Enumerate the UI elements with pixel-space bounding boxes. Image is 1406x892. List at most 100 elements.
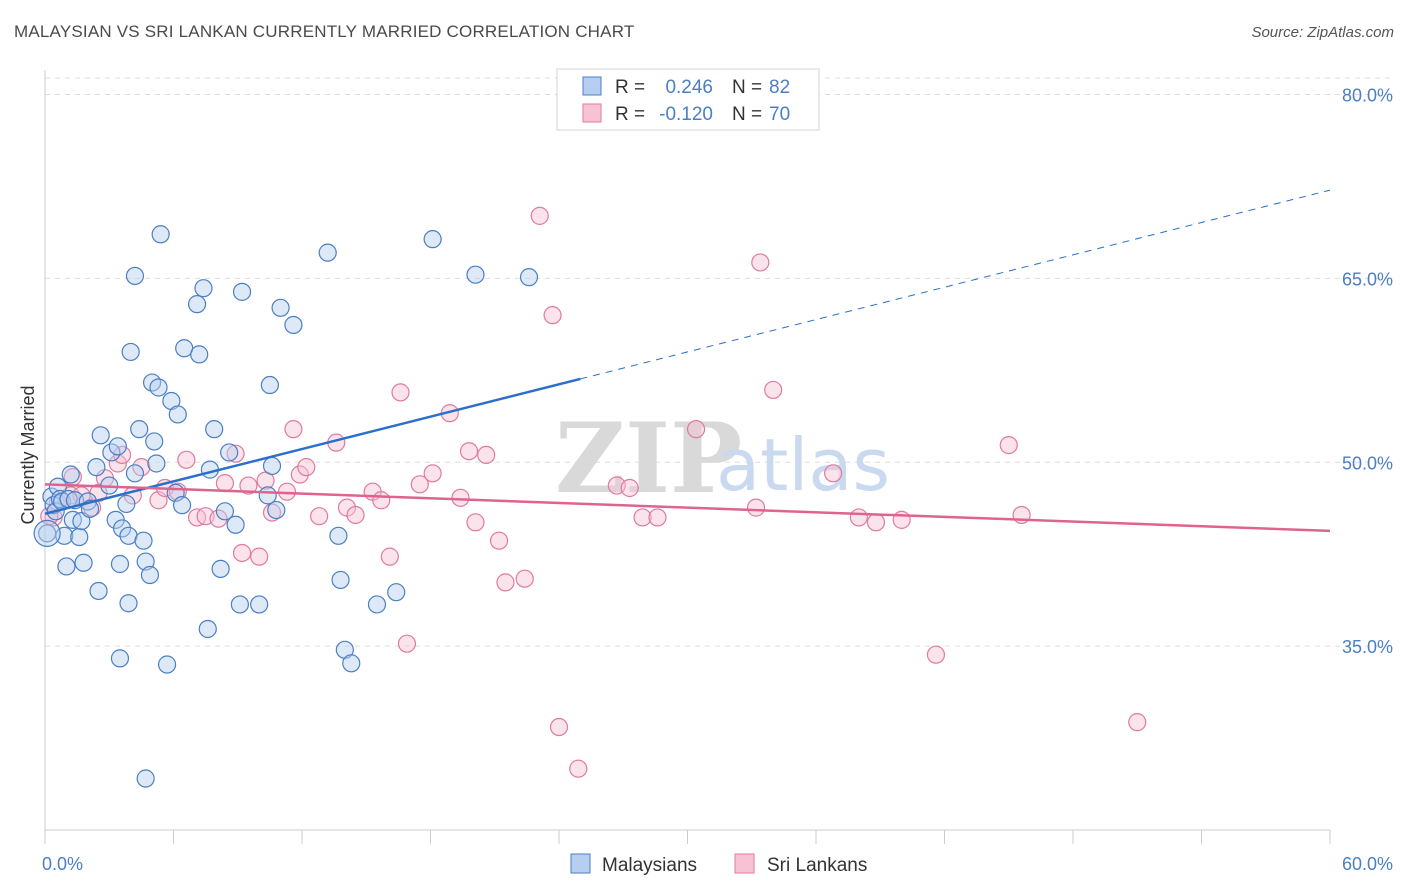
sri-lankans-point-44 [466, 513, 485, 532]
sri-lankans-point-58 [746, 498, 766, 517]
sri-lankans-point-36 [380, 547, 399, 566]
sri-lankans-point-27 [284, 420, 303, 439]
watermark: ZIP atlas [555, 402, 890, 515]
sri-lankans-point-28 [290, 465, 309, 484]
sri-lankans-point-48 [515, 569, 534, 588]
malaysians-point-55 [205, 420, 224, 439]
malaysians-point-69 [318, 243, 337, 262]
sri-lankans-point-37 [391, 383, 410, 402]
malaysians-point-70 [329, 526, 348, 545]
malaysians-point-52 [194, 279, 213, 298]
sri-lankans-point-42 [451, 488, 470, 507]
sri-lankans-point-15 [177, 450, 196, 469]
malaysians-point-36 [136, 552, 155, 571]
malaysians-point-71 [331, 570, 350, 590]
malaysians-point-47 [168, 405, 187, 424]
malaysians-point-28 [117, 494, 136, 514]
sri-lankans-points [40, 206, 1147, 778]
chart-title: MALAYSIAN VS SRI LANKAN CURRENTLY MARRIE… [14, 22, 635, 41]
sri-lankans-point-38 [397, 634, 417, 653]
sri-lankans-point-29 [297, 458, 316, 477]
sri-lankans-point-19 [215, 473, 234, 493]
malaysians-point-50 [187, 295, 207, 314]
malaysians-point-61 [232, 282, 252, 301]
malaysians-regression-extension [580, 189, 1331, 380]
y-tick-label-2: 65.0% [1342, 269, 1393, 289]
malaysians-point-41 [147, 454, 166, 473]
sri-lankans-point-61 [824, 464, 843, 483]
sri-lankans-point-65 [926, 645, 946, 664]
malaysians-point-59 [226, 515, 245, 534]
sri-lankans-point-9 [112, 445, 132, 465]
malaysians-point-13 [70, 527, 89, 547]
y-tick-label-3: 80.0% [1342, 86, 1393, 106]
sri-lankans-point-35 [372, 491, 391, 510]
malaysians-points [33, 225, 539, 788]
watermark-zip: ZIP [555, 402, 742, 515]
malaysians-point-60 [230, 595, 249, 614]
sri-lankans-point-30 [310, 507, 329, 526]
series-legend-swatch-1 [734, 853, 755, 874]
malaysians-point-78 [519, 268, 539, 287]
malaysians-point-65 [262, 456, 282, 476]
sri-lankans-point-60 [764, 380, 783, 400]
stats-legend-r-value-0: 0.246 [665, 77, 713, 98]
y-tick-label-1: 50.0% [1342, 453, 1393, 473]
sri-lankans-point-23 [250, 547, 269, 566]
sri-lankans-point-18 [209, 509, 228, 528]
malaysians-point-68 [284, 315, 303, 335]
malaysians-point-75 [387, 583, 406, 602]
stats-legend: R = 0.246 N = 82 R = -0.120 N = 70 [556, 68, 820, 131]
stats-legend-swatch-1 [582, 103, 602, 123]
source-label: Source: ZipAtlas.com [1251, 24, 1394, 41]
malaysians-point-8 [57, 557, 76, 576]
sri-lankans-point-59 [751, 253, 770, 272]
sri-lankans-point-46 [489, 531, 509, 550]
sri-lankans-point-50 [543, 306, 562, 325]
grid-lines [45, 77, 1392, 647]
sri-lankans-point-66 [999, 435, 1018, 455]
malaysians-point-20 [91, 426, 110, 445]
malaysians-point-38 [140, 565, 160, 585]
malaysians-point-31 [121, 342, 140, 362]
y-tick-label-0: 35.0% [1342, 637, 1393, 657]
sri-lankans-point-40 [423, 464, 442, 483]
malaysians-point-77 [466, 265, 485, 284]
malaysians-point-19 [89, 581, 108, 601]
malaysians-point-32 [125, 266, 145, 286]
stats-legend-n-value-1: 70 [769, 104, 790, 125]
malaysians-point-10 [61, 465, 80, 484]
regression-lines [44, 189, 1331, 533]
sri-lankans-point-21 [232, 543, 252, 563]
sri-lankans-point-56 [648, 508, 667, 527]
watermark-atlas: atlas [716, 423, 890, 507]
sri-lankans-point-55 [633, 508, 652, 527]
series-legend-swatch-0 [570, 853, 591, 874]
sri-lankans-point-57 [686, 420, 706, 439]
malaysians-point-66 [267, 500, 286, 520]
sri-lankans-point-47 [496, 573, 515, 592]
malaysians-point-56 [211, 559, 230, 579]
malaysians-point-74 [367, 595, 387, 614]
sri-lankans-point-43 [459, 442, 479, 461]
malaysians-point-53 [198, 619, 217, 639]
malaysians-point-51 [190, 345, 209, 364]
malaysians-point-35 [134, 531, 153, 550]
malaysians-point-48 [172, 496, 192, 515]
malaysians-point-large [33, 519, 61, 547]
sri-lankans-regression-line [44, 483, 1331, 533]
malaysians-point-57 [215, 502, 234, 521]
malaysians-point-29 [119, 594, 138, 613]
malaysians-point-44 [157, 655, 177, 674]
malaysians-point-40 [145, 432, 164, 451]
y-tick-labels: 35.0% 50.0% 65.0% 80.0% [1342, 86, 1393, 658]
malaysians-point-37 [136, 769, 155, 788]
stats-legend-n-label-0: N = [732, 77, 762, 98]
malaysians-point-76 [423, 230, 442, 249]
malaysians-point-27 [112, 519, 132, 538]
malaysians-regression-line [44, 377, 581, 515]
sri-lankans-point-54 [620, 478, 639, 498]
malaysians-point-58 [220, 443, 239, 462]
sri-lankans-point-20 [226, 444, 245, 463]
